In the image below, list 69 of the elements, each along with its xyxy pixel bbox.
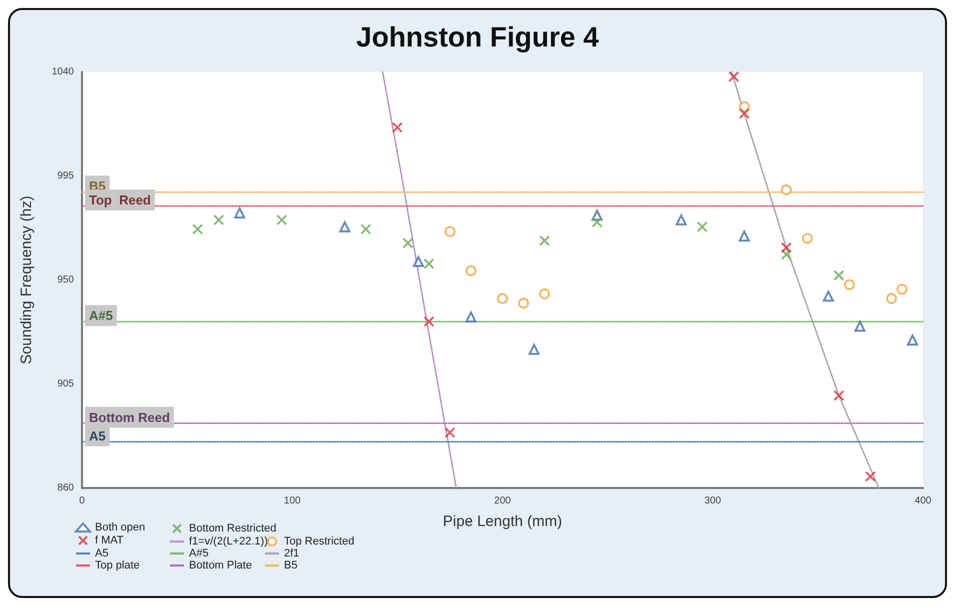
x-axis-title: Pipe Length (mm) [442,513,562,530]
legend-label: 2f1 [284,548,300,560]
point [423,258,434,270]
legend-label: A5 [95,548,108,560]
y-tick-label: 950 [57,274,74,286]
point [402,238,414,249]
y-tick-label: 860 [57,482,74,494]
point [886,292,897,304]
point [780,242,792,254]
point [738,230,750,242]
point [896,284,908,295]
legend-label: Top plate [95,560,140,572]
line-series [382,71,457,489]
y-axis-title: Sounding Frequency (hz) [18,196,35,364]
line-series [730,71,880,489]
point [444,226,456,237]
point [539,288,550,300]
point [822,290,834,302]
x-tick-label: 200 [494,496,512,506]
point [412,256,424,268]
point [465,311,476,322]
point [465,265,476,276]
point [539,235,550,246]
chart-title: Johnston Figure 4 [356,22,600,52]
legend-label: B5 [284,560,298,572]
legend-label: Bottom Plate [189,560,252,572]
point [339,221,350,232]
point [906,334,918,346]
point [444,427,456,438]
legend-label: Bottom Restricted [189,522,276,534]
point [234,207,246,218]
point [738,108,750,120]
legend-label: Both open [95,522,146,534]
x-tick-label: 300 [704,496,722,506]
y-tick-label: 995 [57,170,74,182]
legend-label: A#5 [189,548,209,560]
point [780,184,792,196]
point [360,224,372,235]
point [802,232,813,244]
point [676,214,687,226]
point [528,344,540,355]
legend-label: Top Restricted [284,536,354,548]
point [213,214,224,226]
point [423,316,434,328]
point [833,390,844,402]
point [864,470,876,482]
point [592,216,603,228]
point [780,249,792,260]
point [833,270,844,281]
y-tick-label: 905 [57,378,74,390]
point [497,292,508,304]
y-tick-label: 1040 [52,66,74,78]
point [192,224,204,235]
legend-label: f1=v/(2(L+22.1)) [189,536,268,548]
point [276,214,288,226]
point [518,298,530,309]
annotation: A5 [89,428,106,444]
x-tick-label: 100 [284,496,302,506]
annotation: A#5 [89,308,113,324]
x-tick-label: 0 [79,496,86,506]
point [392,122,403,133]
point [844,279,855,290]
legend-label: f MAT [95,534,124,546]
annotation: Bottom Reed [89,410,170,425]
point [696,221,708,232]
point [854,320,866,332]
annotation: Top Reed [89,192,151,208]
point [728,71,740,82]
x-tick-label: 400 [914,496,932,506]
